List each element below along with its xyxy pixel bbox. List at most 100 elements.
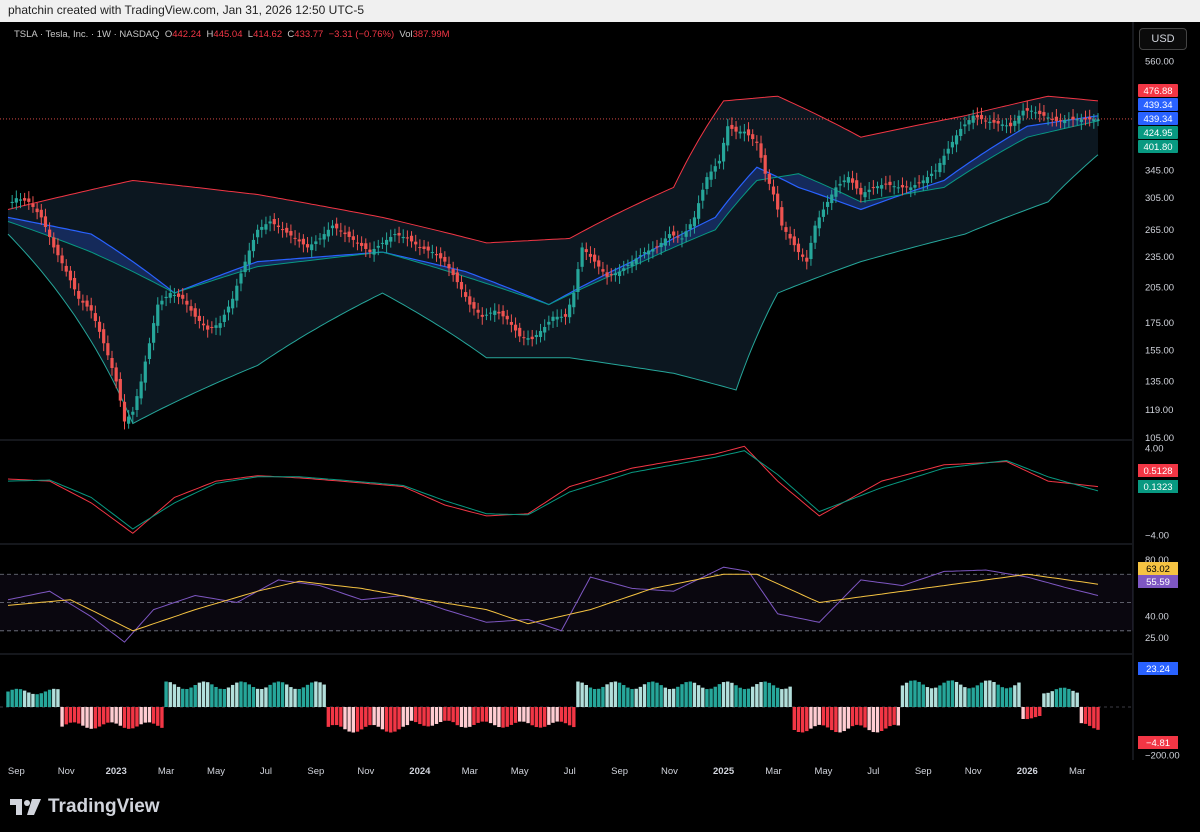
osc-histogram-bar (230, 684, 235, 707)
candle-body (1004, 125, 1009, 127)
candle-body (734, 126, 738, 132)
osc-histogram-bar (555, 707, 559, 722)
osc-tag: 23.24 (1146, 664, 1170, 675)
candle-body (884, 183, 888, 185)
osc-histogram-bar (925, 687, 930, 707)
candle-body (526, 338, 530, 340)
osc-histogram-bar (542, 707, 547, 727)
candle-body (813, 225, 817, 243)
osc-histogram-bar (339, 707, 343, 727)
candle-body (110, 358, 114, 369)
rsi-tag: 63.02 (1146, 564, 1170, 575)
candle-body (114, 367, 118, 382)
candle-body (339, 230, 343, 232)
candle-body (322, 234, 326, 240)
osc-histogram-bar (293, 688, 297, 707)
osc-histogram-bar (530, 707, 534, 726)
time-axis-tick: Sep (8, 766, 25, 777)
candle-body (963, 124, 967, 127)
osc-histogram-bar (1054, 689, 1059, 707)
osc-histogram-bar (1087, 707, 1092, 726)
osc-histogram-bar (830, 707, 834, 731)
candle-body (821, 209, 826, 217)
osc-histogram-bar (526, 707, 530, 724)
candle-body (135, 396, 139, 411)
osc-histogram-bar (185, 689, 189, 707)
osc-histogram-bar (131, 707, 135, 729)
osc-histogram-bar (260, 688, 264, 707)
osc-histogram-bar (1058, 687, 1063, 707)
price-tag: 439.34 (1143, 100, 1172, 111)
symbol-name: TSLA · Tesla, Inc. · 1W · NASDAQ (14, 29, 160, 40)
price-tag: 476.88 (1143, 86, 1172, 97)
candle-body (522, 337, 526, 339)
candle-body (950, 141, 954, 148)
osc-histogram-bar (850, 707, 855, 727)
osc-histogram-bar (168, 682, 172, 707)
candle-body (905, 186, 909, 188)
osc-histogram-bar (376, 707, 380, 727)
candle-body (551, 316, 555, 321)
time-axis-tick: Nov (58, 766, 75, 777)
osc-histogram-bar (983, 680, 988, 707)
candle-body (888, 181, 892, 186)
bollinger-upper-line (7, 95, 1099, 244)
osc-histogram-bar (834, 707, 838, 733)
time-axis-tick: Nov (661, 766, 678, 777)
candle-body (301, 238, 305, 245)
chart-canvas[interactable]: 560.00 345.00 305.00 265.00 235.00 205.00 175.… (0, 22, 1200, 782)
candle-body (967, 120, 971, 125)
osc-histogram-bar (463, 707, 468, 728)
tradingview-logo[interactable]: TradingView (10, 796, 160, 818)
candle-body (426, 246, 430, 251)
candle-body (647, 250, 651, 255)
candle-body (538, 330, 543, 337)
candle-body (293, 237, 297, 239)
osc-histogram-bar (1083, 707, 1088, 724)
osc-histogram-bar (1096, 707, 1100, 730)
osc-histogram-bar (942, 682, 946, 707)
candle-body (742, 131, 746, 134)
osc-histogram-bar (156, 707, 160, 726)
candle-body (784, 227, 788, 232)
candle-body (39, 209, 43, 218)
time-axis-tick: Jul (564, 766, 576, 777)
rsi-axis-tick: 25.00 (1145, 633, 1169, 644)
osc-histogram-bar (896, 707, 901, 726)
osc-histogram-bar (1004, 688, 1009, 707)
candle-body (251, 239, 256, 252)
candle-body (364, 243, 368, 249)
candle-body (414, 241, 418, 245)
osc-histogram-bar (135, 707, 139, 727)
price-axis-tick: 155.00 (1145, 345, 1174, 356)
osc-histogram-bar (584, 684, 588, 707)
osc-histogram-bar (709, 688, 713, 707)
time-axis-tick: Mar (1069, 766, 1085, 777)
candle-body (393, 234, 397, 236)
candle-body (189, 306, 193, 311)
osc-histogram-bar (210, 684, 214, 707)
osc-histogram-bar (318, 682, 322, 707)
candle-body (676, 236, 680, 238)
osc-histogram-bar (547, 707, 551, 725)
candle-body (318, 238, 322, 240)
osc-histogram-bar (892, 707, 896, 725)
osc-histogram-bar (505, 707, 509, 727)
candle-body (197, 315, 201, 321)
candle-body (176, 293, 181, 297)
candle-body (746, 129, 751, 136)
osc-histogram-bar (10, 689, 14, 707)
osc-histogram-bar (472, 707, 476, 725)
symbol-legend[interactable]: TSLA · Tesla, Inc. · 1W · NASDAQ O442.24… (14, 29, 450, 40)
low-label: L (247, 29, 254, 40)
candle-body (81, 300, 85, 303)
osc-histogram-bar (1025, 707, 1029, 720)
chart-area[interactable]: 560.00 345.00 305.00 265.00 235.00 205.00 175.… (0, 22, 1200, 782)
candle-body (938, 162, 942, 173)
candle-body (842, 180, 846, 183)
osc-histogram-bar (380, 707, 385, 730)
candle-body (43, 216, 48, 227)
candle-body (788, 233, 792, 239)
currency-button[interactable]: USD (1139, 28, 1187, 50)
osc-histogram-bar (954, 681, 959, 707)
